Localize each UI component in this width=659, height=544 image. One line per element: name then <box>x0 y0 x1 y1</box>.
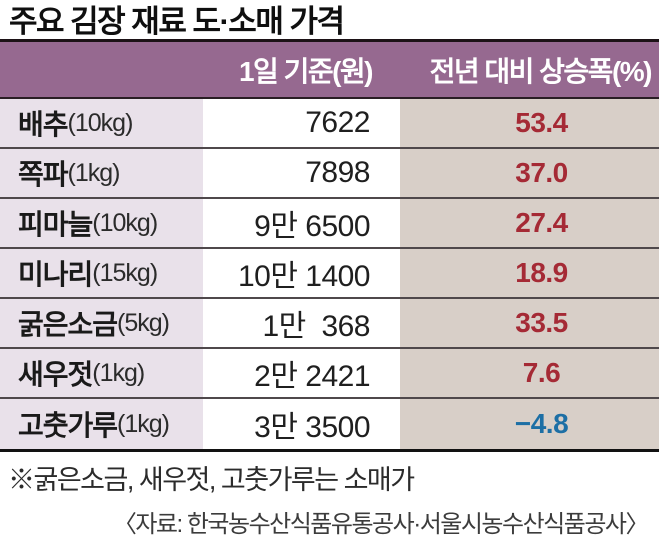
table-header-row: 1일 기준(원) 전년 대비 상승폭(%) <box>0 42 659 99</box>
item-name: 피마늘 <box>18 209 93 240</box>
item-unit: (15kg) <box>92 258 158 287</box>
item-name: 고춧가루 <box>18 410 118 441</box>
item-unit: (5kg) <box>117 308 170 337</box>
table-row: 새우젓 (1kg) 2만 2421 7.6 <box>0 349 659 399</box>
price-cell: 2만 2421 <box>203 349 400 397</box>
item-cell: 피마늘 (10kg) <box>0 199 203 247</box>
price-cell: 10만 1400 <box>203 249 400 297</box>
change-cell: 33.5 <box>400 299 659 347</box>
item-cell: 굵은소금 (5kg) <box>0 299 203 347</box>
column-header-change: 전년 대비 상승폭(%) <box>429 55 653 87</box>
item-name: 쪽파 <box>18 159 69 190</box>
page-title: 주요 김장 재료 도·소매 가격 <box>9 4 345 39</box>
item-unit: (1kg) <box>92 358 145 387</box>
item-name: 굵은소금 <box>18 309 118 340</box>
item-unit: (10kg) <box>92 208 158 237</box>
price-cell: 3만 3500 <box>203 399 400 449</box>
table-row: 피마늘 (10kg) 9만 6500 27.4 <box>0 199 659 249</box>
change-cell: 7.6 <box>400 349 659 397</box>
change-cell: 53.4 <box>400 99 659 147</box>
item-unit: (1kg) <box>67 158 121 187</box>
price-table: 1일 기준(원) 전년 대비 상승폭(%) 배추 (10kg) 7622 53.4… <box>0 39 659 452</box>
table-row: 미나리 (15kg) 10만 1400 18.9 <box>0 249 659 299</box>
item-cell: 쪽파 (1kg) <box>0 149 203 197</box>
source-credit: 〈자료: 한국농수산식품유통공사·서울시농수산식품공사〉 <box>112 511 650 538</box>
item-name: 배추 <box>18 109 69 140</box>
column-header-price: 1일 기준(원) <box>238 55 374 87</box>
price-cell: 7898 <box>203 149 400 197</box>
item-cell: 배추 (10kg) <box>0 99 203 147</box>
price-cell: 9만 6500 <box>203 199 400 247</box>
table-row: 쪽파 (1kg) 7898 37.0 <box>0 149 659 199</box>
price-cell: 7622 <box>203 99 400 147</box>
change-cell: −4.8 <box>400 399 659 449</box>
table-row: 고춧가루 (1kg) 3만 3500 −4.8 <box>0 399 659 449</box>
item-cell: 새우젓 (1kg) <box>0 349 203 397</box>
table-row: 배추 (10kg) 7622 53.4 <box>0 99 659 149</box>
item-name: 미나리 <box>18 259 93 290</box>
item-unit: (1kg) <box>117 409 170 438</box>
change-cell: 18.9 <box>400 249 659 297</box>
item-cell: 미나리 (15kg) <box>0 249 203 297</box>
item-unit: (10kg) <box>67 108 134 137</box>
item-cell: 고춧가루 (1kg) <box>0 399 203 449</box>
change-cell: 37.0 <box>400 149 659 197</box>
table-row: 굵은소금 (5kg) 1만 368 33.5 <box>0 299 659 349</box>
change-cell: 27.4 <box>400 199 659 247</box>
price-cell: 1만 368 <box>203 299 400 347</box>
footnote: ※굵은소금, 새우젓, 고춧가루는 소매가 <box>8 465 415 495</box>
item-name: 새우젓 <box>18 359 93 390</box>
